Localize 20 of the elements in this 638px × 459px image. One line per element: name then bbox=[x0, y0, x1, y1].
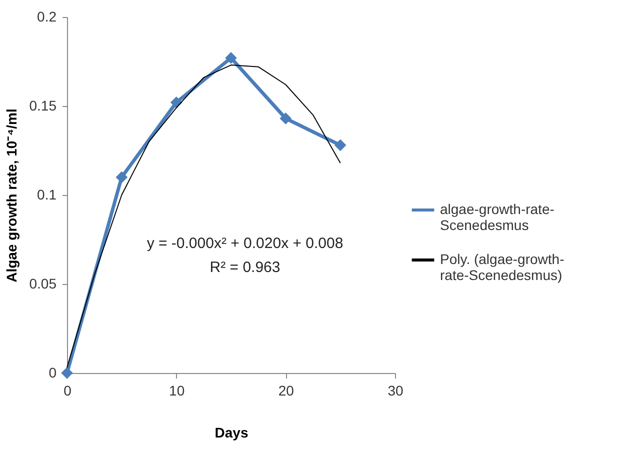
y-tick-label: 0.05 bbox=[29, 276, 57, 292]
y-axis-title: Algae growth rate, 10⁻⁴/ml bbox=[3, 108, 20, 282]
y-tick-label: 0.1 bbox=[37, 186, 57, 202]
point bbox=[334, 139, 346, 152]
point bbox=[225, 52, 237, 64]
x-tick-label: 10 bbox=[169, 382, 185, 398]
x-tick-label: 0 bbox=[64, 382, 72, 398]
x-tick-label: 30 bbox=[388, 382, 404, 398]
legend-label: algae-growth-rate-Scenedesmus bbox=[440, 201, 555, 233]
legend-label: Poly. (algae-growth-rate-Scenedesmus) bbox=[440, 251, 565, 283]
annotation: R² = 0.963 bbox=[210, 259, 280, 276]
y-tick-label: 0.15 bbox=[29, 98, 57, 114]
y-tick-label: 0 bbox=[48, 364, 57, 380]
x-axis-title: Days bbox=[214, 424, 248, 440]
point bbox=[116, 171, 128, 184]
x-tick-label: 20 bbox=[278, 382, 294, 398]
annotation: y = -0.000x² + 0.020x + 0.008 bbox=[146, 235, 344, 252]
point bbox=[280, 112, 292, 124]
point bbox=[61, 367, 73, 379]
y-tick-label: 0.2 bbox=[37, 8, 57, 24]
